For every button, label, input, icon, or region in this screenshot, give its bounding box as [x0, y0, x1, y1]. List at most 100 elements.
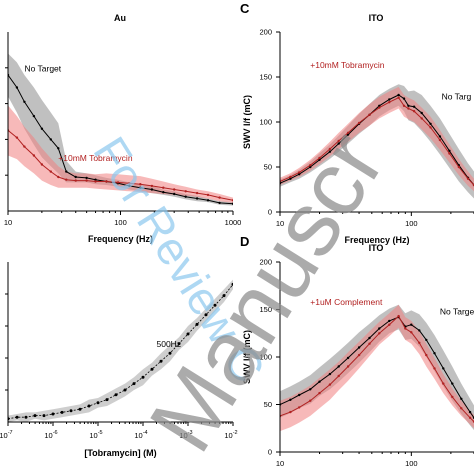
- data-point: [388, 101, 391, 104]
- data-point: [309, 399, 312, 402]
- data-point: [357, 353, 361, 357]
- data-point: [407, 107, 410, 110]
- tick-exponent: -7: [8, 430, 13, 436]
- data-point: [328, 372, 332, 376]
- data-point: [378, 106, 381, 109]
- data-point: [231, 199, 233, 202]
- data-point: [15, 415, 19, 419]
- plot-area: [280, 304, 474, 432]
- data-point: [418, 341, 421, 344]
- error-band-series-0: [280, 304, 474, 431]
- x-tick-label: 10-5: [89, 430, 102, 440]
- data-point: [74, 175, 77, 179]
- data-point: [195, 322, 199, 326]
- data-point: [388, 319, 391, 323]
- data-point: [74, 179, 77, 182]
- data-point: [410, 331, 413, 334]
- data-point: [425, 338, 428, 342]
- data-point: [337, 374, 340, 378]
- y-tick-label: 0: [268, 448, 272, 457]
- data-point: [105, 398, 109, 402]
- y-tick-label: 100: [259, 118, 272, 127]
- data-point: [23, 145, 26, 148]
- error-band-series-1: [280, 304, 474, 432]
- x-tick-label: 100: [405, 459, 418, 468]
- data-point: [357, 346, 361, 349]
- data-point: [289, 177, 292, 180]
- data-point: [139, 186, 142, 189]
- data-point: [173, 188, 176, 191]
- data-point: [298, 171, 301, 174]
- data-point: [328, 150, 332, 153]
- data-point: [309, 164, 312, 167]
- data-point: [425, 353, 428, 357]
- data-point: [337, 139, 340, 143]
- data-point: [438, 135, 442, 138]
- series-annotation: 500Hz: [157, 339, 182, 349]
- data-point: [65, 178, 68, 181]
- data-point: [42, 414, 46, 418]
- error-band-series-0: [8, 279, 233, 422]
- data-point: [298, 393, 301, 397]
- data-point: [87, 404, 91, 408]
- data-point: [451, 382, 454, 385]
- data-point: [15, 86, 19, 89]
- data-point: [388, 98, 391, 101]
- data-point: [195, 197, 199, 200]
- y-tick-label: 200: [259, 258, 272, 267]
- data-point: [397, 93, 400, 97]
- data-point: [150, 367, 154, 371]
- data-point: [218, 196, 221, 199]
- x-tick-label: 10: [276, 459, 284, 468]
- data-point: [460, 407, 463, 410]
- data-point: [222, 294, 226, 298]
- data-point: [429, 122, 432, 126]
- x-axis-title: Frequency (Hz): [88, 234, 153, 244]
- data-point: [407, 104, 410, 108]
- data-point: [318, 380, 321, 383]
- data-point: [195, 191, 199, 195]
- data-point: [410, 323, 413, 326]
- panel-d-ito-complement: 10 100 0 50 100 150 200 SWV I/f (mC) Frequency (…: [240, 234, 474, 468]
- data-point: [378, 327, 381, 330]
- data-point: [49, 138, 52, 141]
- data-point: [448, 149, 451, 152]
- x-tick-label: 10: [4, 218, 12, 227]
- x-tick-label: 10-6: [44, 430, 57, 440]
- y-tick-label: 0: [268, 208, 272, 217]
- series-annotation: No Targe: [440, 306, 474, 316]
- data-point: [368, 342, 371, 345]
- data-point: [168, 351, 172, 355]
- data-point: [184, 195, 187, 198]
- y-tick-label: 50: [264, 163, 272, 172]
- data-point: [85, 179, 88, 182]
- data-point: [32, 154, 36, 157]
- data-point: [328, 383, 332, 386]
- data-point: [337, 365, 340, 368]
- data-point: [123, 388, 127, 392]
- y-tick-label: 200: [259, 28, 272, 37]
- data-point: [466, 177, 470, 180]
- data-point: [402, 104, 406, 108]
- data-point: [418, 329, 421, 332]
- data-point: [368, 336, 371, 340]
- data-point: [173, 192, 176, 196]
- data-point: [218, 201, 221, 205]
- data-point: [346, 356, 350, 360]
- data-point: [298, 173, 301, 176]
- plot-area: [8, 53, 233, 206]
- data-point: [206, 193, 210, 197]
- y-tick-label: 50: [264, 400, 272, 409]
- data-point: [346, 131, 350, 134]
- tick-base: 10: [0, 431, 8, 440]
- data-point: [78, 407, 82, 411]
- x-tick-label: 10: [276, 219, 284, 228]
- data-point: [177, 342, 181, 346]
- data-point: [24, 415, 28, 419]
- data-point: [40, 163, 44, 166]
- data-point: [289, 398, 292, 401]
- y-tick-label: 150: [259, 73, 272, 82]
- data-point: [429, 126, 432, 129]
- data-point: [96, 401, 100, 405]
